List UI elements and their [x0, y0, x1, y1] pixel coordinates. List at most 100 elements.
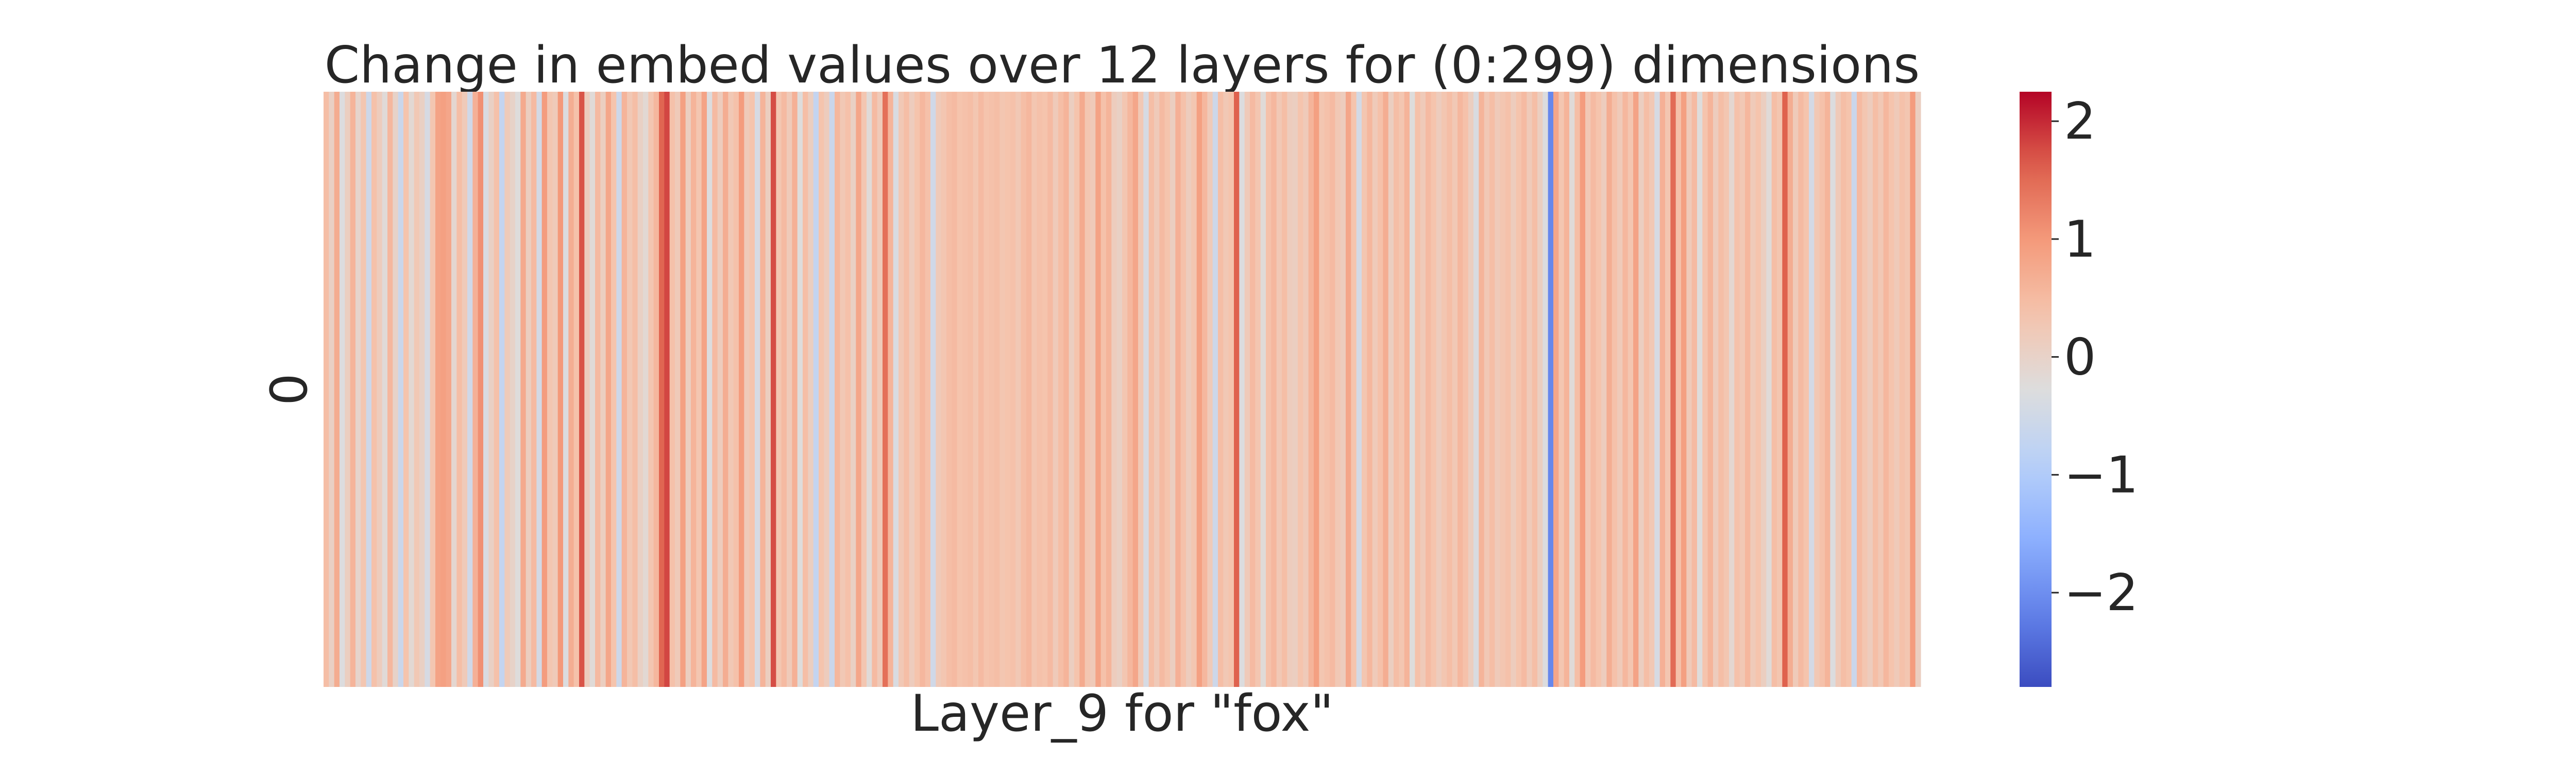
heatmap-cell — [691, 92, 697, 687]
heatmap-cell — [1367, 92, 1373, 687]
colorbar-tick-label: 0 — [2064, 328, 2096, 387]
heatmap-cell — [877, 92, 883, 687]
heatmap-cell — [1410, 92, 1415, 687]
heatmap-cell — [1202, 92, 1208, 687]
heatmap-cell — [334, 92, 340, 687]
heatmap-cell — [787, 92, 792, 687]
heatmap-cell — [936, 92, 942, 687]
heatmap-cell — [707, 92, 713, 687]
heatmap-cell — [1489, 92, 1495, 687]
heatmap-cell — [1659, 92, 1666, 687]
heatmap-cell — [531, 92, 537, 687]
heatmap-cell — [1164, 92, 1171, 687]
heatmap-cell — [393, 92, 399, 687]
heatmap-cell — [1532, 92, 1538, 687]
heatmap-cell — [755, 92, 760, 687]
heatmap-cell — [456, 92, 463, 687]
heatmap-cell — [1564, 92, 1570, 687]
heatmap-cell — [1873, 92, 1878, 687]
heatmap-cell — [1244, 92, 1250, 687]
heatmap-cell — [1798, 92, 1804, 687]
heatmap-cell — [472, 92, 479, 687]
heatmap-cell — [1292, 92, 1298, 687]
heatmap-cell — [1010, 92, 1016, 687]
heatmap-cell — [899, 92, 904, 687]
heatmap-cell — [1596, 92, 1602, 687]
heatmap-cell — [1207, 92, 1213, 687]
heatmap-cell — [840, 92, 846, 687]
heatmap-cell — [1782, 92, 1788, 687]
heatmap-cell — [648, 92, 654, 687]
heatmap-cell — [856, 92, 862, 687]
heatmap-cell — [1505, 92, 1511, 687]
heatmap-cell — [1729, 92, 1735, 687]
heatmap-cell — [1846, 92, 1852, 687]
heatmap-cell — [355, 92, 361, 687]
heatmap-cell — [1803, 92, 1809, 687]
heatmap-cell — [1755, 92, 1761, 687]
heatmap-cell — [1175, 92, 1181, 687]
heatmap-cell — [946, 92, 952, 687]
colorbar-ticks: 2 1 0 −1 −2 — [2052, 92, 2138, 623]
heatmap-cell — [589, 92, 596, 687]
heatmap-cell — [1069, 92, 1075, 687]
heatmap-cell — [989, 92, 995, 687]
heatmap-cell — [1079, 92, 1086, 687]
heatmap-cell — [797, 92, 803, 687]
heatmap-cell — [520, 92, 527, 687]
heatmap-cell — [803, 92, 808, 687]
heatmap-cell — [451, 92, 457, 687]
heatmap-cell — [1324, 92, 1330, 687]
heatmap-cell — [541, 92, 548, 687]
heatmap-cell — [1734, 92, 1740, 687]
heatmap-cell — [1569, 92, 1575, 687]
heatmap-cell — [776, 92, 782, 687]
heatmap-cell — [1074, 92, 1080, 687]
heatmap-cell — [1883, 92, 1889, 687]
heatmap-cell — [1084, 92, 1091, 687]
heatmap-cell — [1665, 92, 1671, 687]
heatmap-cell — [1458, 92, 1463, 687]
heatmap-cell — [1857, 92, 1862, 687]
heatmap-cell — [1340, 92, 1346, 687]
heatmap-cell — [329, 92, 335, 687]
heatmap-cell — [792, 92, 798, 687]
heatmap-cell — [1260, 92, 1266, 687]
heatmap-cell — [340, 92, 345, 687]
heatmap-cell — [1026, 92, 1032, 687]
heatmap-cell — [1814, 92, 1820, 687]
heatmap-cell — [1394, 92, 1399, 687]
heatmap-cells — [324, 92, 1921, 687]
heatmap-cell — [1787, 92, 1793, 687]
heatmap-cell — [1622, 92, 1629, 687]
heatmap-cell — [872, 92, 878, 687]
heatmap-cell — [595, 92, 601, 687]
heatmap-cell — [957, 92, 963, 687]
heatmap-cell — [1362, 92, 1367, 687]
heatmap-cell — [499, 92, 505, 687]
heatmap-cell — [600, 92, 606, 687]
heatmap-cell — [621, 92, 628, 687]
heatmap-cell — [1553, 92, 1559, 687]
heatmap-cell — [968, 92, 974, 687]
heatmap-cell — [632, 92, 638, 687]
heatmap-cell — [361, 92, 367, 687]
heatmap-cell — [1271, 92, 1277, 687]
heatmap-cell — [1196, 92, 1202, 687]
heatmap-cell — [1255, 92, 1261, 687]
heatmap-cell — [1234, 92, 1240, 687]
heatmap-cell — [1388, 92, 1394, 687]
heatmap-cell — [1484, 92, 1490, 687]
heatmap-cell — [1718, 92, 1724, 687]
heatmap-cell — [1580, 92, 1586, 687]
heatmap-cell — [1239, 92, 1245, 687]
heatmap-cell — [1841, 92, 1846, 687]
heatmap-cell — [1180, 92, 1187, 687]
heatmap-cell — [440, 92, 447, 687]
heatmap-cell — [1739, 92, 1745, 687]
heatmap-cell — [829, 92, 835, 687]
heatmap-cell — [1415, 92, 1421, 687]
heatmap-cell — [1191, 92, 1197, 687]
heatmap-cell — [1750, 92, 1756, 687]
heatmap-cell — [1867, 92, 1873, 687]
